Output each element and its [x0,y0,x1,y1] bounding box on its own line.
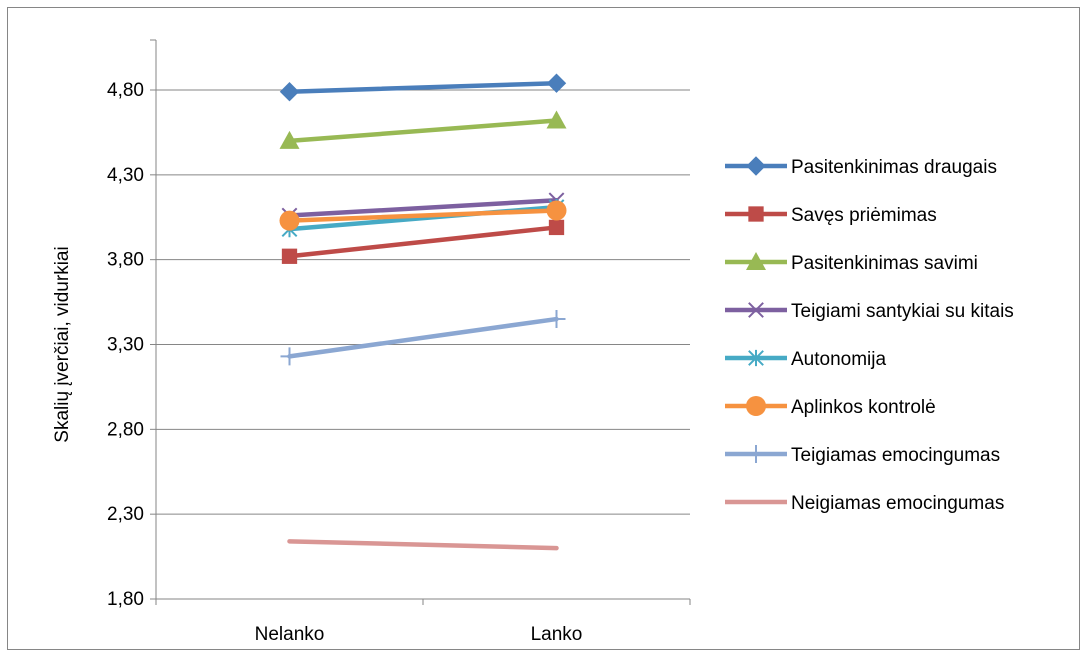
legend-item: Pasitenkinimas savimi [725,252,978,274]
y-tick-labels: 1,80 2,30 2,80 3,30 3,80 4,30 4,80 [107,39,156,610]
series-line [287,118,559,144]
point-marker [748,349,764,367]
legend-label: Pasitenkinimas savimi [791,253,978,274]
legend-item: Teigiami santykiai su kitais [725,301,1014,322]
series-8 [287,539,559,551]
legend-item: Pasitenkinimas draugais [725,156,997,178]
point-marker [748,302,764,318]
series-line [287,539,559,551]
point-marker [746,156,766,176]
series-1 [279,73,567,102]
y-tick-label: 3,30 [107,335,144,356]
y-tick-label: 4,80 [107,80,144,101]
legend-label: Savęs priėmimas [791,205,937,226]
legend-label: Pasitenkinimas draugais [791,157,997,178]
point-marker [279,130,300,149]
y-tick-label: 2,80 [107,419,144,440]
point-marker [748,206,764,222]
legend-item: Teigiamas emocingumas [725,445,1000,466]
point-marker [546,73,567,93]
series-line [287,80,559,94]
series-line [287,225,559,259]
series-6 [279,200,567,231]
legend-item: Aplinkos kontrolė [725,396,936,418]
point-marker [546,200,567,221]
x-tick-label: Nelanko [255,624,325,645]
legend-item: Autonomija [725,349,886,370]
x-tick-labels: Nelanko Lanko [155,599,691,645]
series-line [287,316,559,359]
point-marker [281,248,298,264]
x-tick-label: Lanko [531,624,583,645]
legend-item: Savęs priėmimas [725,205,937,226]
y-tick-label: 3,80 [107,250,144,271]
series-line [287,198,559,218]
series-2 [281,219,565,264]
legend: Pasitenkinimas draugais Savęs priėmimas Pa… [725,156,1014,514]
series-7 [280,310,566,366]
point-marker [548,219,565,236]
chart-frame [7,7,1080,650]
legend-label: Teigiami santykiai su kitais [791,301,1014,322]
legend-label: Neigiamas emocingumas [791,493,1004,514]
legend-label: Teigiamas emocingumas [791,445,1000,466]
point-marker [546,110,567,129]
point-marker [746,252,766,270]
y-axis-title: Skalių įverčiai, vidurkiai [52,246,73,442]
point-marker [747,445,765,463]
legend-label: Aplinkos kontrolė [791,397,936,418]
point-marker [279,210,300,231]
legend-label: Autonomija [791,349,886,370]
gridlines [156,89,690,515]
legend-item: Neigiamas emocingumas [725,493,1004,514]
series-group [279,73,567,551]
y-tick-label: 2,30 [107,504,144,525]
series-3 [279,110,567,149]
point-marker [746,396,766,416]
y-tick-label: 4,30 [107,165,144,186]
series-line [287,208,559,223]
point-marker [280,347,299,366]
point-marker [279,81,300,102]
y-tick-label: 1,80 [107,589,144,610]
point-marker [547,310,566,329]
